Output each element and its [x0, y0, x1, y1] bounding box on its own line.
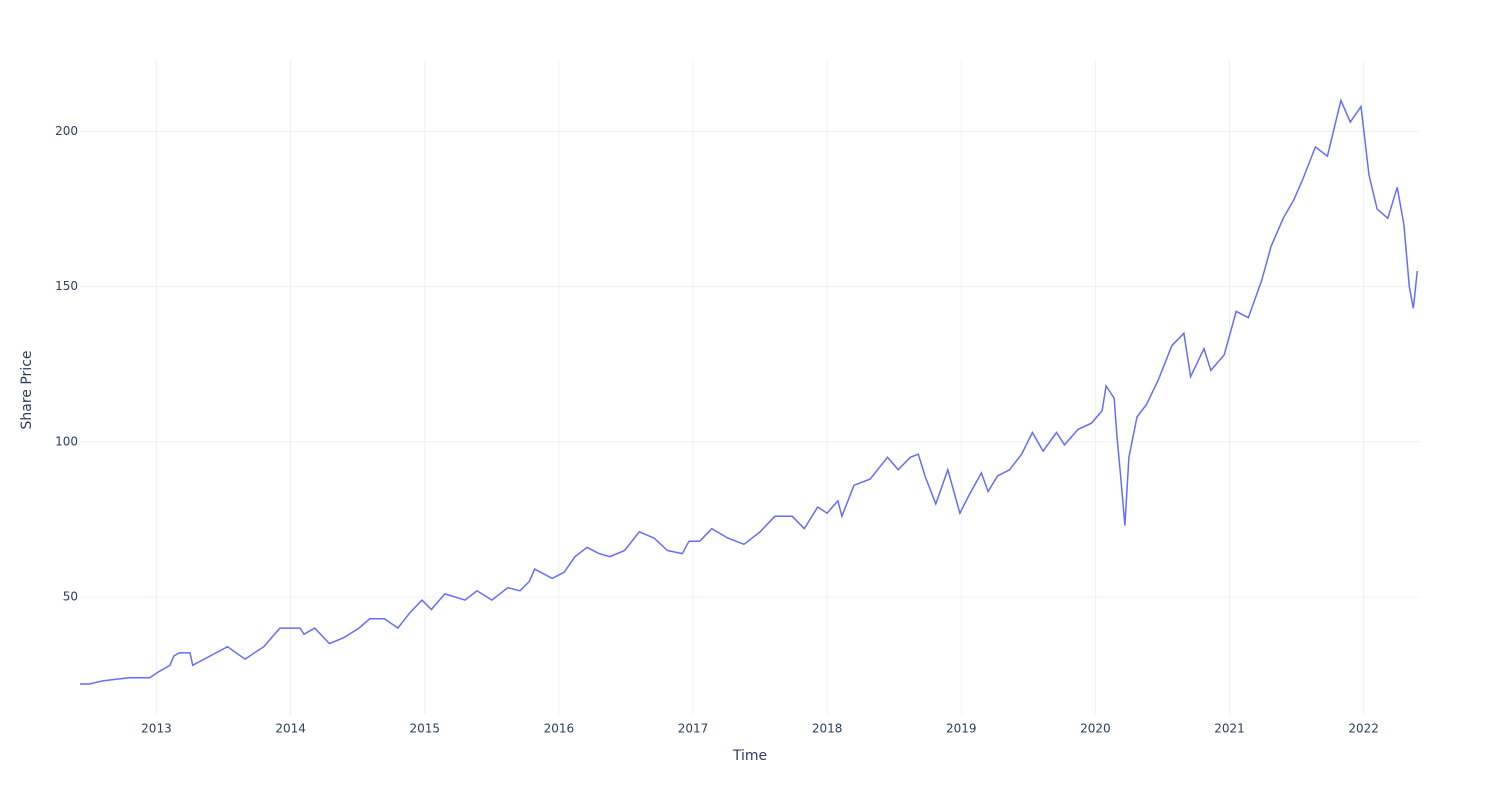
- x-tick-label: 2013: [141, 722, 172, 736]
- price-line: [80, 98, 1419, 685]
- x-tick-label: 2014: [275, 722, 306, 736]
- y-tick-label: 150: [55, 279, 78, 293]
- x-tick-label: 2019: [946, 722, 977, 736]
- x-tick-label: 2021: [1214, 722, 1245, 736]
- x-tick-label: 2016: [544, 722, 575, 736]
- x-axis-title: Time: [732, 748, 767, 764]
- y-axis-title: Share Price: [19, 350, 35, 429]
- y-tick-label: 200: [55, 124, 78, 138]
- x-tick-label: 2015: [409, 722, 440, 736]
- y-tick-label: 50: [63, 590, 78, 604]
- x-tick-label: 2022: [1348, 722, 1379, 736]
- x-tick-label: 2017: [678, 722, 709, 736]
- y-tick-label: 100: [55, 434, 78, 448]
- x-tick-label: 2018: [812, 722, 843, 736]
- x-tick-label: 2020: [1080, 722, 1111, 736]
